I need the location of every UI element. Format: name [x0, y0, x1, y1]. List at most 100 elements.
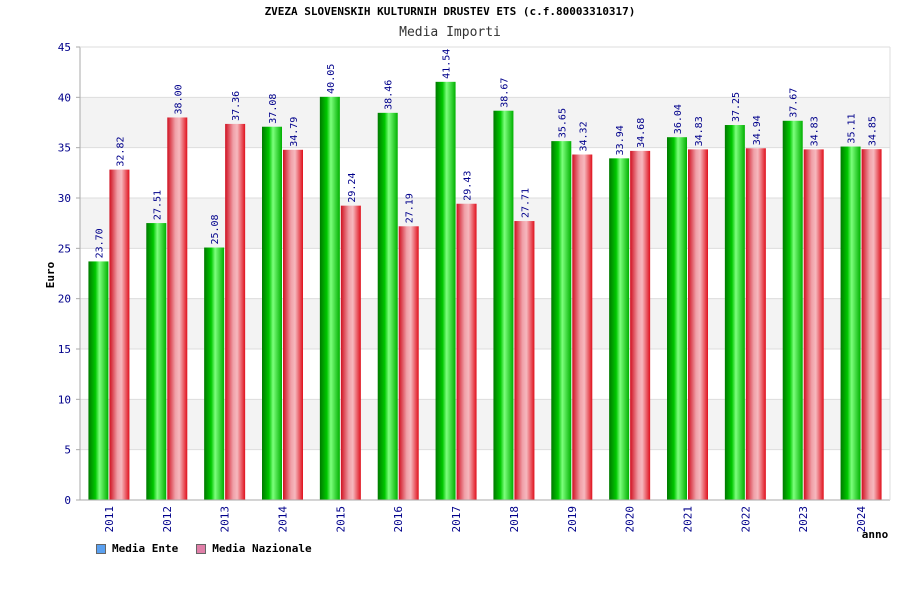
- bar-media-ente: [609, 158, 629, 500]
- bar-media-nazionale: [283, 150, 303, 500]
- grid-band: [80, 248, 890, 298]
- value-label: 41.54: [442, 49, 453, 79]
- bar-media-ente: [262, 127, 282, 500]
- x-axis-label: anno: [862, 528, 889, 541]
- bar-media-nazionale: [167, 117, 187, 500]
- bar-media-ente: [146, 223, 166, 500]
- bar-media-nazionale: [109, 170, 129, 500]
- value-label: 33.94: [615, 125, 626, 155]
- value-label: 32.82: [115, 137, 126, 167]
- y-tick-label: 10: [58, 393, 71, 406]
- bar-media-ente: [667, 137, 687, 500]
- bar-media-nazionale: [572, 155, 592, 500]
- value-label: 38.46: [384, 80, 395, 110]
- bar-media-ente: [436, 82, 456, 500]
- grid-band: [80, 97, 890, 147]
- bar-media-ente: [378, 113, 398, 500]
- bar-media-ente: [841, 147, 861, 500]
- grid-band: [80, 148, 890, 198]
- value-label: 34.79: [289, 117, 300, 147]
- legend-swatch-nazionale: [196, 544, 206, 554]
- y-tick-label: 30: [58, 192, 71, 205]
- value-label: 40.05: [326, 64, 337, 94]
- x-tick-label: 2013: [219, 506, 232, 533]
- y-tick-label: 15: [58, 343, 71, 356]
- y-tick-label: 5: [64, 444, 71, 457]
- value-label: 34.85: [868, 116, 879, 146]
- value-label: 38.67: [499, 78, 510, 108]
- x-tick-label: 2015: [334, 506, 347, 533]
- value-label: 34.83: [694, 116, 705, 146]
- bar-media-nazionale: [862, 149, 882, 500]
- value-label: 34.32: [578, 121, 589, 151]
- x-tick-label: 2011: [103, 506, 116, 533]
- x-tick-label: 2016: [392, 506, 405, 533]
- bar-media-ente: [320, 97, 340, 500]
- legend-swatch-ente: [96, 544, 106, 554]
- bar-media-ente: [204, 248, 224, 500]
- value-label: 37.36: [231, 91, 242, 121]
- value-label: 35.11: [847, 113, 858, 143]
- value-label: 27.19: [405, 193, 416, 223]
- x-tick-label: 2023: [797, 506, 810, 533]
- bar-media-ente: [88, 261, 108, 500]
- x-tick-label: 2012: [161, 506, 174, 533]
- grid-band: [80, 399, 890, 449]
- legend-item-nazionale: Media Nazionale: [196, 542, 311, 555]
- x-tick-label: 2017: [450, 506, 463, 533]
- y-tick-label: 0: [64, 494, 71, 507]
- value-label: 34.68: [636, 118, 647, 148]
- y-tick-label: 40: [58, 91, 71, 104]
- value-label: 29.43: [463, 171, 474, 201]
- grid-band: [80, 47, 890, 97]
- y-tick-label: 25: [58, 242, 71, 255]
- x-tick-label: 2020: [624, 506, 637, 533]
- grid-band: [80, 198, 890, 248]
- y-axis-label: Euro: [44, 261, 57, 288]
- bar-media-nazionale: [804, 149, 824, 500]
- bar-media-ente: [725, 125, 745, 500]
- x-tick-label: 2021: [682, 506, 695, 533]
- bar-media-nazionale: [225, 124, 245, 500]
- bar-media-nazionale: [746, 148, 766, 500]
- value-label: 23.70: [94, 228, 105, 258]
- value-label: 36.04: [673, 104, 684, 134]
- y-tick-label: 45: [58, 41, 71, 54]
- y-tick-labels: 0 5 10 15 20 25 30 35 40 45: [58, 41, 71, 507]
- grid-band: [80, 299, 890, 349]
- value-label: 37.67: [789, 88, 800, 118]
- value-label: 34.83: [810, 116, 821, 146]
- grid-band: [80, 349, 890, 399]
- legend-item-ente: Media Ente: [96, 542, 178, 555]
- value-label: 37.08: [268, 94, 279, 124]
- legend-label-nazionale: Media Nazionale: [212, 542, 311, 555]
- x-tick-label: 2022: [739, 506, 752, 533]
- x-tick-label: 2014: [277, 506, 290, 533]
- value-label: 27.51: [152, 190, 163, 220]
- x-tick-labels: 2011 2012 2013 2014 2015 2016 2017 2018 2019 2020…: [103, 506, 868, 533]
- x-tick-label: 2019: [566, 506, 579, 533]
- x-tick-label: 2018: [508, 506, 521, 533]
- bar-media-ente: [783, 121, 803, 500]
- value-label: 29.24: [347, 173, 358, 203]
- legend-label-ente: Media Ente: [112, 542, 178, 555]
- bar-media-ente: [551, 141, 571, 500]
- y-tick-label: 20: [58, 293, 71, 306]
- grid-bands: [80, 47, 890, 500]
- bar-media-ente: [493, 111, 513, 500]
- value-label: 25.08: [210, 214, 221, 244]
- value-label: 27.71: [520, 188, 531, 218]
- bar-media-nazionale: [630, 151, 650, 500]
- value-label: 34.94: [752, 115, 763, 145]
- bar-media-nazionale: [688, 149, 708, 500]
- bar-media-nazionale: [514, 221, 534, 500]
- value-label: 37.25: [731, 92, 742, 122]
- grid-band: [80, 450, 890, 500]
- bar-media-nazionale: [457, 204, 477, 500]
- bar-media-nazionale: [399, 226, 419, 500]
- value-label: 38.00: [173, 84, 184, 114]
- bar-media-nazionale: [341, 206, 361, 500]
- legend: Media Ente Media Nazionale: [96, 542, 312, 555]
